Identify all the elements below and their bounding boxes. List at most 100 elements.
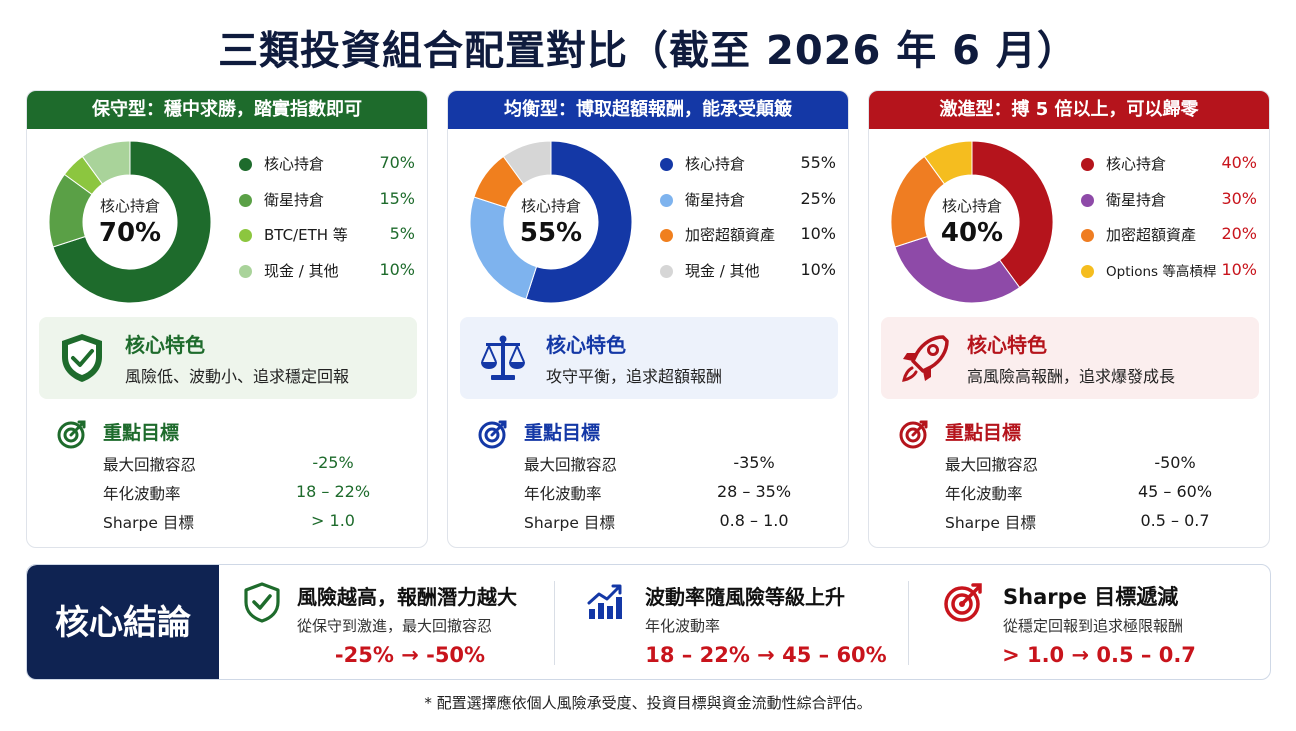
- legend-dot: [660, 193, 673, 207]
- legend-value: 25%: [800, 188, 836, 208]
- legend-item: 核心持倉 40%: [1081, 153, 1257, 189]
- legend-label: 衛星持倉: [1106, 190, 1167, 209]
- panel-header: 激進型：搏 5 倍以上，可以歸零: [869, 91, 1269, 129]
- conclusion-item: Sharpe 目標遞減 從穩定回報到追求極限報酬 > 1.0 → 0.5 – 0…: [943, 565, 1263, 679]
- goal-row: 最大回撤容忍 -25%: [103, 453, 403, 479]
- target-icon: [899, 420, 928, 449]
- conclusion-title: Sharpe 目標遞減: [1003, 585, 1179, 609]
- legend-item: 衛星持倉 30%: [1081, 189, 1257, 225]
- legend-label: Options 等高槓桿: [1106, 263, 1217, 280]
- legend-item: 衛星持倉 25%: [660, 189, 836, 225]
- legend-item: BTC/ETH 等 5%: [239, 224, 415, 260]
- legend-dot: [1081, 158, 1094, 171]
- goal-value: 18 – 22%: [295, 482, 371, 501]
- feature-description: 風險低、波動小、追求穩定回報: [125, 367, 350, 386]
- legend-dot: [660, 158, 673, 171]
- conclusion-title: 風險越高，報酬潛力越大: [297, 585, 517, 609]
- footnote: * 配置選擇應依個人風險承受度、投資目標與資金流動性綜合評估。: [424, 694, 872, 712]
- goal-value: -25%: [312, 453, 354, 472]
- legend-value: 40%: [1221, 153, 1257, 172]
- shield-check-icon: [244, 582, 280, 623]
- donut-slice: [52, 140, 212, 304]
- feature-box: 核心特色 風險低、波動小、追求穩定回報: [39, 317, 417, 399]
- goal-label: 最大回撤容忍: [524, 456, 618, 474]
- goals-section: 重點目標 最大回撤容忍 -50% 年化波動率 45 – 60% Sharpe 目標 0…: [869, 411, 1269, 541]
- donut-chart: 核心持倉 70%: [47, 139, 213, 305]
- goal-value: > 1.0: [311, 511, 355, 530]
- legend-label: BTC/ETH 等: [264, 226, 348, 244]
- legend-item: 現金 / 其他 10%: [660, 260, 836, 296]
- legend: 核心持倉 40% 衛星持倉 30% 加密超額資產 20% Options 等高槓桿 10…: [1081, 153, 1257, 295]
- panel-header: 保守型：穩中求勝，踏實指數即可: [27, 91, 427, 129]
- legend-dot: [1081, 264, 1094, 278]
- legend-label: 现金 / 其他: [264, 261, 339, 280]
- legend-value: 10%: [379, 259, 415, 279]
- legend-item: Options 等高槓桿 10%: [1081, 260, 1257, 296]
- goals-title: 重點目標: [103, 422, 180, 444]
- legend-value: 10%: [800, 224, 836, 243]
- balance-scale-icon: [481, 335, 525, 380]
- legend-value: 5%: [389, 224, 415, 243]
- goal-row: Sharpe 目標 > 1.0: [103, 511, 403, 537]
- legend-value: 10%: [1221, 259, 1257, 279]
- donut-center-label: 核心持倉: [941, 197, 1002, 215]
- legend-value: 55%: [800, 153, 836, 172]
- goal-value: 0.8 – 1.0: [719, 511, 789, 530]
- legend-item: 衛星持倉 15%: [239, 189, 415, 225]
- divider: [554, 581, 555, 665]
- legend: 核心持倉 55% 衛星持倉 25% 加密超額資產 10% 現金 / 其他 10%: [660, 153, 836, 295]
- goal-label: Sharpe 目標: [524, 514, 615, 532]
- donut-slice: [81, 140, 131, 185]
- target-icon: [57, 420, 86, 449]
- feature-box: 核心特色 高風險高報酬，追求爆發成長: [881, 317, 1259, 399]
- donut-svg: [890, 140, 1054, 304]
- conclusion-label: 核心結論: [27, 565, 219, 679]
- goal-row: 年化波動率 28 – 35%: [524, 482, 824, 508]
- legend-label: 加密超額資產: [685, 226, 776, 244]
- panel-header: 均衡型：博取超額報酬，能承受顛簸: [448, 91, 848, 129]
- target-icon: [478, 420, 507, 449]
- goals-title: 重點目標: [524, 422, 601, 444]
- conclusion-bar: 核心結論 風險越高，報酬潛力越大 從保守到激進，最大回撤容忍 -25% → -5…: [26, 564, 1271, 680]
- conclusion-value: -25% → -50%: [334, 643, 486, 667]
- goals-section: 重點目標 最大回撤容忍 -35% 年化波動率 28 – 35% Sharpe 目標 0…: [448, 411, 848, 541]
- conclusion-subtitle: 從穩定回報到追求極限報酬: [1003, 617, 1184, 635]
- goal-label: 年化波動率: [524, 485, 602, 503]
- donut-chart: 核心持倉 40%: [889, 139, 1055, 305]
- legend-label: 加密超額資產: [1106, 226, 1197, 244]
- conclusion-item: 風險越高，報酬潛力越大 從保守到激進，最大回撤容忍 -25% → -50%: [241, 565, 541, 679]
- aggressive-panel: 激進型：搏 5 倍以上，可以歸零 核心持倉 40% 核心持倉 40% 衛星持倉 30…: [868, 90, 1270, 548]
- goal-label: Sharpe 目標: [945, 514, 1036, 532]
- legend-label: 衛星持倉: [685, 190, 746, 209]
- rocket-icon: [902, 335, 949, 382]
- donut-slice: [923, 140, 973, 185]
- legend-dot: [239, 229, 252, 242]
- legend-value: 20%: [1221, 224, 1257, 243]
- legend-label: 衛星持倉: [264, 190, 325, 209]
- conclusion-subtitle: 從保守到激進，最大回撤容忍: [297, 617, 493, 635]
- conclusion-subtitle: 年化波動率: [645, 617, 721, 635]
- goal-label: 最大回撤容忍: [103, 456, 197, 474]
- donut-center-value: 55%: [519, 218, 583, 248]
- bar-chart-up-icon: [587, 584, 622, 619]
- conclusion-value: 18 – 22% → 45 – 60%: [645, 643, 887, 667]
- feature-title: 核心特色: [125, 333, 205, 357]
- donut-center-label: 核心持倉: [520, 197, 581, 215]
- goal-label: 年化波動率: [945, 485, 1023, 503]
- legend-value: 70%: [379, 153, 415, 172]
- legend-dot: [660, 229, 673, 242]
- goal-value: -50%: [1154, 453, 1196, 472]
- donut-center-label: 核心持倉: [99, 197, 160, 215]
- shield-check-icon: [62, 334, 102, 382]
- donut-slice: [894, 235, 1021, 304]
- goal-row: Sharpe 目標 0.5 – 0.7: [945, 511, 1245, 537]
- donut-svg: [48, 140, 212, 304]
- feature-box: 核心特色 攻守平衡，追求超額報酬: [460, 317, 838, 399]
- legend-label: 核心持倉: [264, 155, 325, 173]
- goal-value: -35%: [733, 453, 775, 472]
- donut-svg: [469, 140, 633, 304]
- legend-dot: [239, 193, 252, 207]
- feature-title: 核心特色: [967, 333, 1047, 357]
- legend-item: 加密超額資產 10%: [660, 224, 836, 260]
- donut-slice: [525, 140, 633, 304]
